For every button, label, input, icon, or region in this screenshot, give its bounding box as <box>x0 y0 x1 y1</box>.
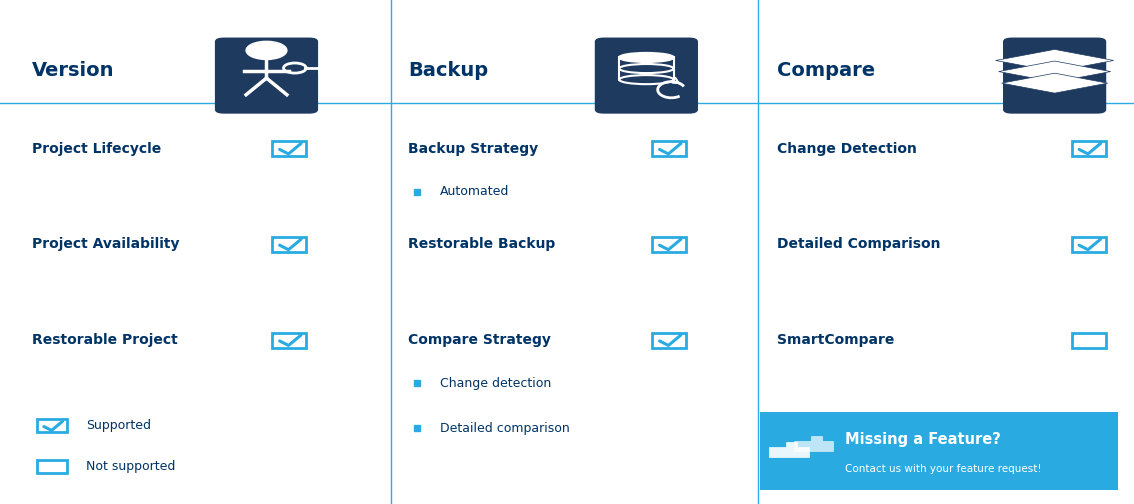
Bar <box>652 141 686 156</box>
FancyBboxPatch shape <box>214 38 318 114</box>
Circle shape <box>246 41 287 59</box>
Text: Change detection: Change detection <box>440 376 551 390</box>
Ellipse shape <box>619 64 674 73</box>
Text: Compare Strategy: Compare Strategy <box>408 333 551 347</box>
Bar <box>272 141 306 156</box>
Bar <box>37 419 67 432</box>
Text: Contact us with your feature request!: Contact us with your feature request! <box>845 464 1041 474</box>
Bar <box>1072 237 1106 252</box>
Bar <box>37 460 67 473</box>
Ellipse shape <box>619 75 674 84</box>
Text: Backup: Backup <box>408 61 489 80</box>
Polygon shape <box>999 61 1110 82</box>
Text: Detailed Comparison: Detailed Comparison <box>777 237 940 251</box>
Text: Missing a Feature?: Missing a Feature? <box>845 432 1000 448</box>
Text: Change Detection: Change Detection <box>777 142 916 156</box>
Polygon shape <box>1001 73 1108 93</box>
Text: Detailed comparison: Detailed comparison <box>440 422 569 435</box>
Text: Restorable Project: Restorable Project <box>32 333 178 347</box>
Bar <box>272 333 306 348</box>
Bar <box>652 333 686 348</box>
Ellipse shape <box>619 53 674 62</box>
Text: Project Lifecycle: Project Lifecycle <box>32 142 161 156</box>
Text: Automated: Automated <box>440 185 509 198</box>
Bar <box>1072 141 1106 156</box>
Bar <box>760 412 1118 490</box>
Text: Supported: Supported <box>86 419 151 432</box>
Bar <box>1072 333 1106 348</box>
FancyBboxPatch shape <box>1002 38 1107 114</box>
Text: Version: Version <box>32 61 115 80</box>
Bar <box>652 237 686 252</box>
Text: Backup Strategy: Backup Strategy <box>408 142 539 156</box>
Text: Not supported: Not supported <box>86 460 176 473</box>
Bar <box>272 237 306 252</box>
Text: Compare: Compare <box>777 61 875 80</box>
Polygon shape <box>996 49 1114 72</box>
FancyBboxPatch shape <box>594 38 697 114</box>
Text: Project Availability: Project Availability <box>32 237 179 251</box>
Text: SmartCompare: SmartCompare <box>777 333 895 347</box>
Polygon shape <box>794 435 833 451</box>
Text: Restorable Backup: Restorable Backup <box>408 237 556 251</box>
Polygon shape <box>769 442 809 457</box>
